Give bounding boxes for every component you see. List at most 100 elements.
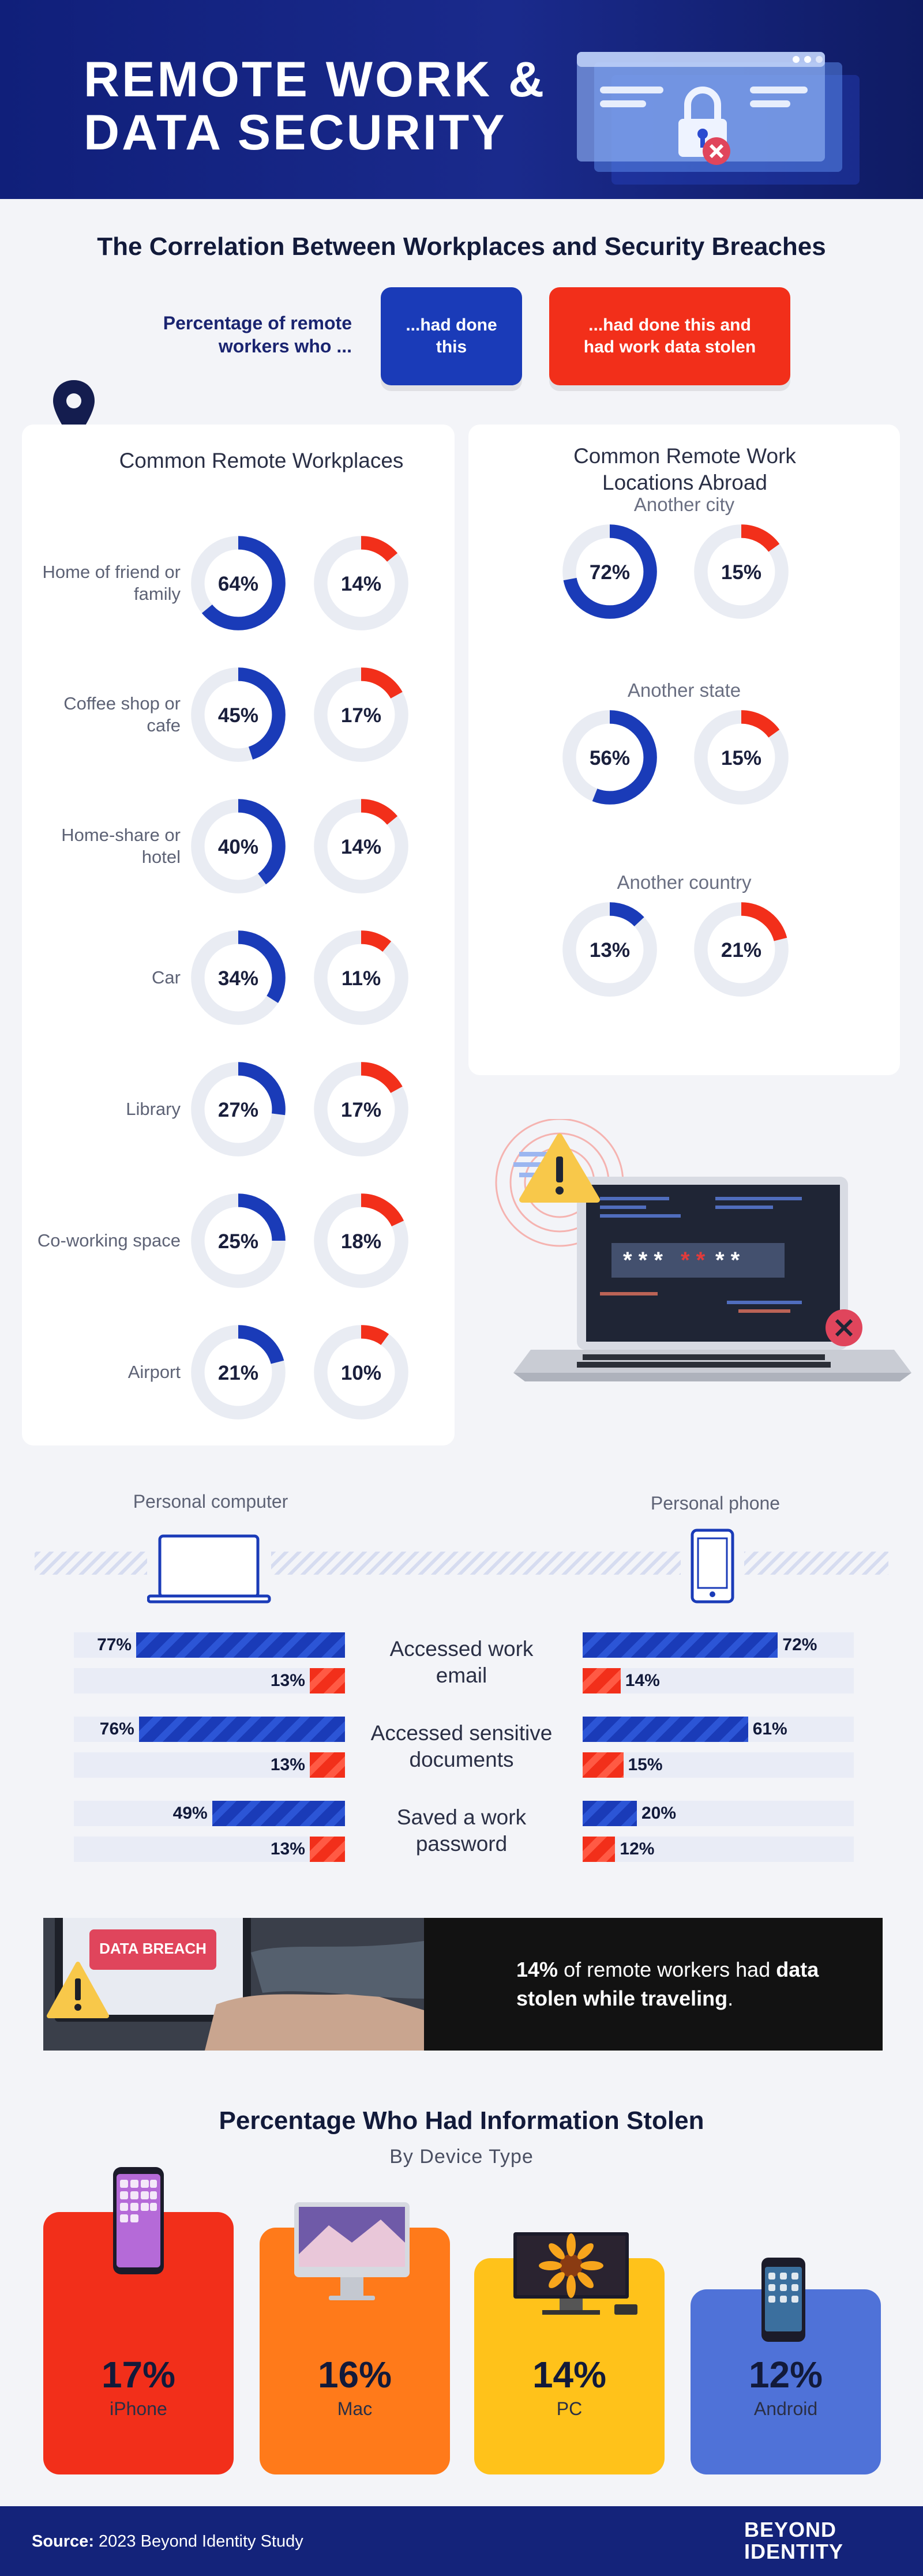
workplace-label-airport: Airport [127,1362,181,1382]
donut-stolen-home-of-friend-or-family-label: 14% [341,573,381,595]
donut-stolen-another-country-arc [694,902,789,997]
footer: Source: 2023 Beyond Identity Study BEYON… [0,2506,923,2576]
device-pct-mac: 16% [317,2353,392,2395]
donut-done-home-share-or-hotel: 40% [191,799,286,893]
travel-banner: DATA BREACH 14% of remote workers had da… [43,1918,883,2051]
device-name-android: Android [753,2398,818,2419]
android-phone-icon [761,2258,805,2342]
header: REMOTE WORK & DATA SECURITY [0,0,923,199]
banner-bold: data stolen while traveling [516,1958,819,2010]
donut-done-airport: 21% [191,1325,286,1420]
device-name-pc: PC [556,2398,583,2419]
phone-done-accessed-sensitive-documents-fill [583,1717,748,1742]
phone-stolen-saved-a-work-password-value: 12% [620,1839,655,1858]
phone-stolen-accessed-sensitive-documents-track: 15% [583,1752,854,1778]
donut-stolen-airport-arc [314,1325,408,1420]
title-line-2: DATA SECURITY [84,105,507,160]
workplace-label-home-share-or-hotel: Home-share or hotel [61,825,181,867]
donut-stolen-another-state-label: 15% [721,747,761,769]
computer-stolen-accessed-work-email-fill [309,1668,345,1693]
computer-done-accessed-work-email-value: 77% [97,1635,132,1654]
donut-stolen-library-arc [314,1062,408,1156]
page-title: REMOTE WORK & DATA SECURITY [84,53,546,159]
donut-done-coffee-shop-or-cafe-label: 45% [218,704,258,727]
computer-stolen-accessed-sensitive-documents-value: 13% [270,1755,305,1774]
laptop-icon [147,1531,271,1606]
donut-done-library-label: 27% [218,1099,258,1121]
donut-done-car: 34% [191,930,286,1025]
abroad-label-another-country: Another country [617,872,752,893]
donut-done-library: 27% [191,1062,286,1156]
phone-done-accessed-work-email-value: 72% [782,1635,817,1654]
donut-stolen-car-label: 11% [342,967,381,990]
abroad-title: Common Remote Work Locations Abroad [573,444,796,494]
donut-done-home-share-or-hotel-label: 40% [218,836,258,858]
computer-done-saved-a-work-password-fill [212,1801,345,1826]
abroad-label-another-state: Another state [627,679,741,701]
donut-done-another-country-arc [562,902,657,997]
donut-done-co-working-space: 25% [191,1193,286,1288]
personal-phone-label: Personal phone [650,1493,781,1514]
donut-done-home-share-or-hotel-arc [191,799,286,893]
correlation-title: The Correlation Between Workplaces and S… [97,232,826,261]
phone-done-saved-a-work-password-track: 20% [583,1801,854,1826]
device-name-mac: Mac [337,2398,373,2419]
computer-stolen-saved-a-work-password-track: 13% [74,1837,345,1862]
workplace-label-coffee-shop-or-cafe: Coffee shop or cafe [63,693,181,735]
phone-done-saved-a-work-password-fill [583,1801,637,1826]
donut-stolen-co-working-space-label: 18% [341,1230,381,1253]
workplaces-title: Common Remote Workplaces [119,449,404,472]
donut-done-home-of-friend-or-family: 64% [191,536,286,630]
computer-done-accessed-work-email-track: 77% [74,1632,345,1658]
donut-done-airport-arc [191,1325,286,1420]
svg-text:DATA BREACH: DATA BREACH [99,1940,207,1957]
legend-had-data-stolen: ...had done this and had work data stole… [549,287,790,385]
svg-text:* *: * * [681,1248,706,1273]
donut-stolen-library: 17% [314,1062,408,1156]
donut-stolen-library-label: 17% [341,1099,381,1121]
legend-red-text: ...had done this and had work data stole… [583,316,756,356]
donut-stolen-another-state-arc [694,710,789,805]
donut-done-library-arc [191,1062,286,1156]
phone-stolen-accessed-work-email-value: 14% [625,1671,660,1690]
logo-line-1: BEYOND [744,2518,837,2541]
imac-icon [294,2202,410,2300]
source-text: 2023 Beyond Identity Study [93,2532,303,2551]
activity-label-saved-a-work-password: Saved a work password [396,1805,527,1856]
activity-label-accessed-sensitive-documents: Accessed sensitive documents [370,1721,553,1771]
legend-label: Percentage of remote workers who ... [163,313,352,356]
legend-had-done-this: ...had done this [381,287,522,385]
donut-done-home-of-friend-or-family-arc [191,536,286,630]
computer-stolen-accessed-work-email-track: 13% [74,1668,345,1693]
donut-stolen-coffee-shop-or-cafe: 17% [314,667,408,762]
logo-line-2: IDENTITY [744,2540,844,2563]
donut-stolen-car-arc [314,930,408,1025]
donut-stolen-home-share-or-hotel: 14% [314,799,408,893]
pc-monitor-icon [513,2232,637,2315]
device-name-iphone: iPhone [110,2398,167,2419]
device-pct-iphone: 17% [101,2354,176,2395]
title-line-1: REMOTE WORK & [84,52,547,107]
abroad-label-another-city: Another city [633,494,735,515]
info-stolen-title: Percentage Who Had Information Stolen [219,2106,704,2135]
donut-stolen-home-share-or-hotel-arc [314,799,408,893]
info-stolen-subtitle: By Device Type [389,2146,534,2168]
phone-stolen-accessed-work-email-fill [583,1668,621,1693]
device-pct-android: 12% [748,2353,823,2395]
computer-stolen-saved-a-work-password-fill [309,1837,345,1862]
computer-done-accessed-work-email-fill [136,1632,345,1658]
phone-done-accessed-work-email-track: 72% [583,1632,854,1658]
data-breach-laptop-photo: DATA BREACH [43,1918,424,2051]
banner-mid: of remote workers had [558,1958,776,1981]
source-note: Source: 2023 Beyond Identity Study [32,2532,303,2551]
security-window-illustration [577,52,860,185]
donut-done-another-city: 72% [562,524,657,619]
brand-logo: BEYOND IDENTITY [744,2519,843,2563]
donut-stolen-another-country-label: 21% [721,939,761,962]
donut-stolen-home-of-friend-or-family: 14% [314,536,408,630]
banner-end: . [727,1987,734,2010]
donut-done-car-arc [191,930,286,1025]
phone-done-accessed-sensitive-documents-track: 61% [583,1717,854,1742]
phone-stolen-accessed-sensitive-documents-fill [583,1752,624,1778]
source-label: Source: [32,2532,94,2551]
